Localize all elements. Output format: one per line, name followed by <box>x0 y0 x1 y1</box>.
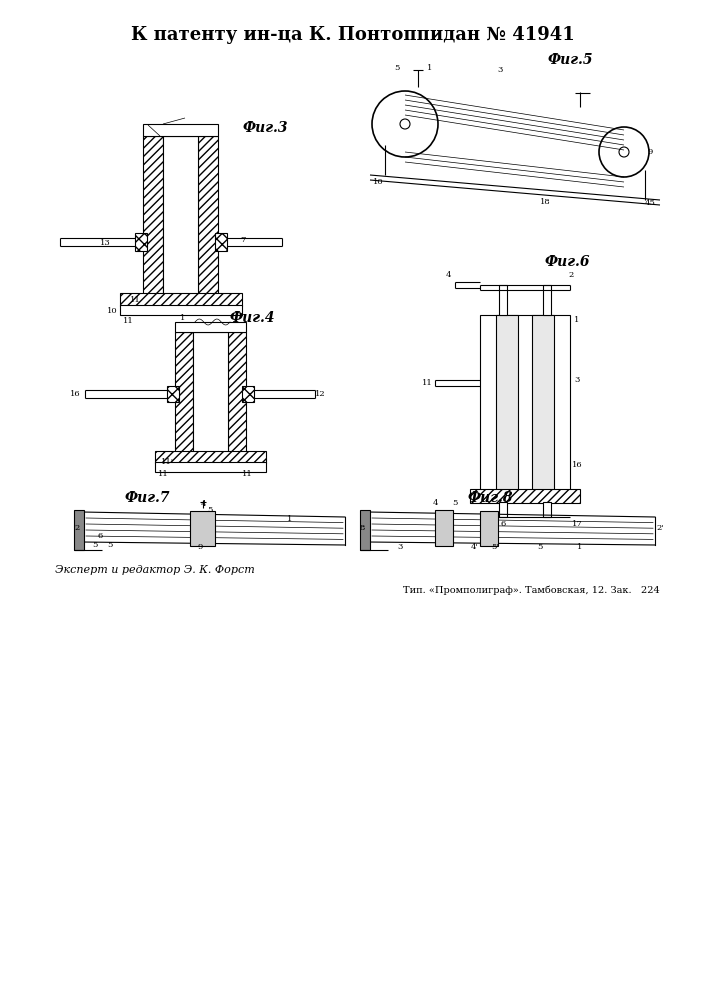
Circle shape <box>599 127 649 177</box>
Text: 11: 11 <box>242 470 252 478</box>
Bar <box>163 136 198 294</box>
Text: 10: 10 <box>107 307 117 315</box>
Bar <box>360 510 370 550</box>
Text: Тип. «Промполиграф». Тамбовская, 12. Зак.   224: Тип. «Промполиграф». Тамбовская, 12. Зак… <box>403 585 660 595</box>
Bar <box>190 511 215 546</box>
Text: 4: 4 <box>432 499 438 507</box>
Text: 10: 10 <box>373 178 383 186</box>
Bar <box>532 315 554 490</box>
Bar <box>470 489 580 503</box>
Text: 5: 5 <box>395 64 399 72</box>
Text: Фиг.8: Фиг.8 <box>467 491 513 505</box>
Text: 3: 3 <box>497 66 503 74</box>
Bar <box>198 136 218 294</box>
Bar <box>242 386 254 402</box>
Bar <box>499 285 507 315</box>
Text: Фиг.4: Фиг.4 <box>229 311 275 325</box>
Circle shape <box>619 147 629 157</box>
Bar <box>175 322 246 332</box>
Bar <box>543 502 551 517</box>
Text: 1: 1 <box>427 64 433 72</box>
Text: 2: 2 <box>568 271 573 279</box>
Text: 13: 13 <box>100 239 110 247</box>
Text: Фиг.7: Фиг.7 <box>124 491 170 505</box>
Text: 8: 8 <box>359 524 365 532</box>
Bar <box>480 315 570 490</box>
Bar <box>143 136 163 294</box>
Text: 5: 5 <box>93 541 98 549</box>
Text: 5: 5 <box>107 541 112 549</box>
Text: 11: 11 <box>129 296 141 304</box>
Text: 11: 11 <box>158 470 168 478</box>
Bar <box>155 462 266 472</box>
Circle shape <box>400 119 410 129</box>
Text: 3: 3 <box>397 543 403 551</box>
Text: Фиг.5: Фиг.5 <box>547 53 592 67</box>
Text: 1: 1 <box>574 316 580 324</box>
Bar <box>135 233 147 251</box>
Text: 16: 16 <box>572 461 583 469</box>
Text: 9: 9 <box>648 148 653 156</box>
Circle shape <box>372 91 438 157</box>
Text: 1: 1 <box>578 543 583 551</box>
Text: 5: 5 <box>452 499 457 507</box>
Bar <box>496 315 518 490</box>
Bar <box>435 510 453 546</box>
Text: 5: 5 <box>537 543 543 551</box>
Bar <box>543 285 551 315</box>
Text: 11: 11 <box>421 379 433 387</box>
Text: 16: 16 <box>70 390 81 398</box>
Text: 5: 5 <box>207 506 213 514</box>
Text: Фиг.3: Фиг.3 <box>243 121 288 135</box>
Text: 4: 4 <box>445 271 451 279</box>
Bar <box>155 451 266 463</box>
Bar <box>143 124 218 136</box>
Text: Эксперт и редактор Э. К. Форст: Эксперт и редактор Э. К. Форст <box>55 565 255 575</box>
Bar <box>193 332 228 452</box>
Text: 6: 6 <box>98 532 103 540</box>
Text: 12: 12 <box>315 390 325 398</box>
Text: 7: 7 <box>240 236 246 244</box>
Text: 45: 45 <box>645 199 655 207</box>
Text: 1: 1 <box>180 314 186 322</box>
Text: 17: 17 <box>572 520 583 528</box>
Bar <box>74 510 84 550</box>
Text: 11': 11' <box>161 458 175 466</box>
Text: К патенту ин-ца К. Понтоппидан № 41941: К патенту ин-ца К. Понтоппидан № 41941 <box>131 26 575 44</box>
Text: 9: 9 <box>197 543 203 551</box>
Text: 4: 4 <box>200 500 206 508</box>
Bar <box>167 386 179 402</box>
Text: 2: 2 <box>74 524 80 532</box>
Text: 4': 4' <box>471 543 479 551</box>
Bar <box>228 332 246 452</box>
Bar <box>120 293 242 306</box>
Text: Фиг.6: Фиг.6 <box>544 255 590 269</box>
Text: 11: 11 <box>122 317 134 325</box>
Bar <box>480 511 498 546</box>
Text: 3: 3 <box>574 376 580 384</box>
Text: 6: 6 <box>501 520 506 528</box>
Text: 1: 1 <box>287 515 293 523</box>
Bar <box>499 502 507 517</box>
Text: 5': 5' <box>491 543 499 551</box>
Text: 18: 18 <box>539 198 550 206</box>
Bar <box>120 305 242 315</box>
Bar <box>175 332 193 452</box>
Text: 2': 2' <box>656 524 664 532</box>
Bar <box>215 233 227 251</box>
